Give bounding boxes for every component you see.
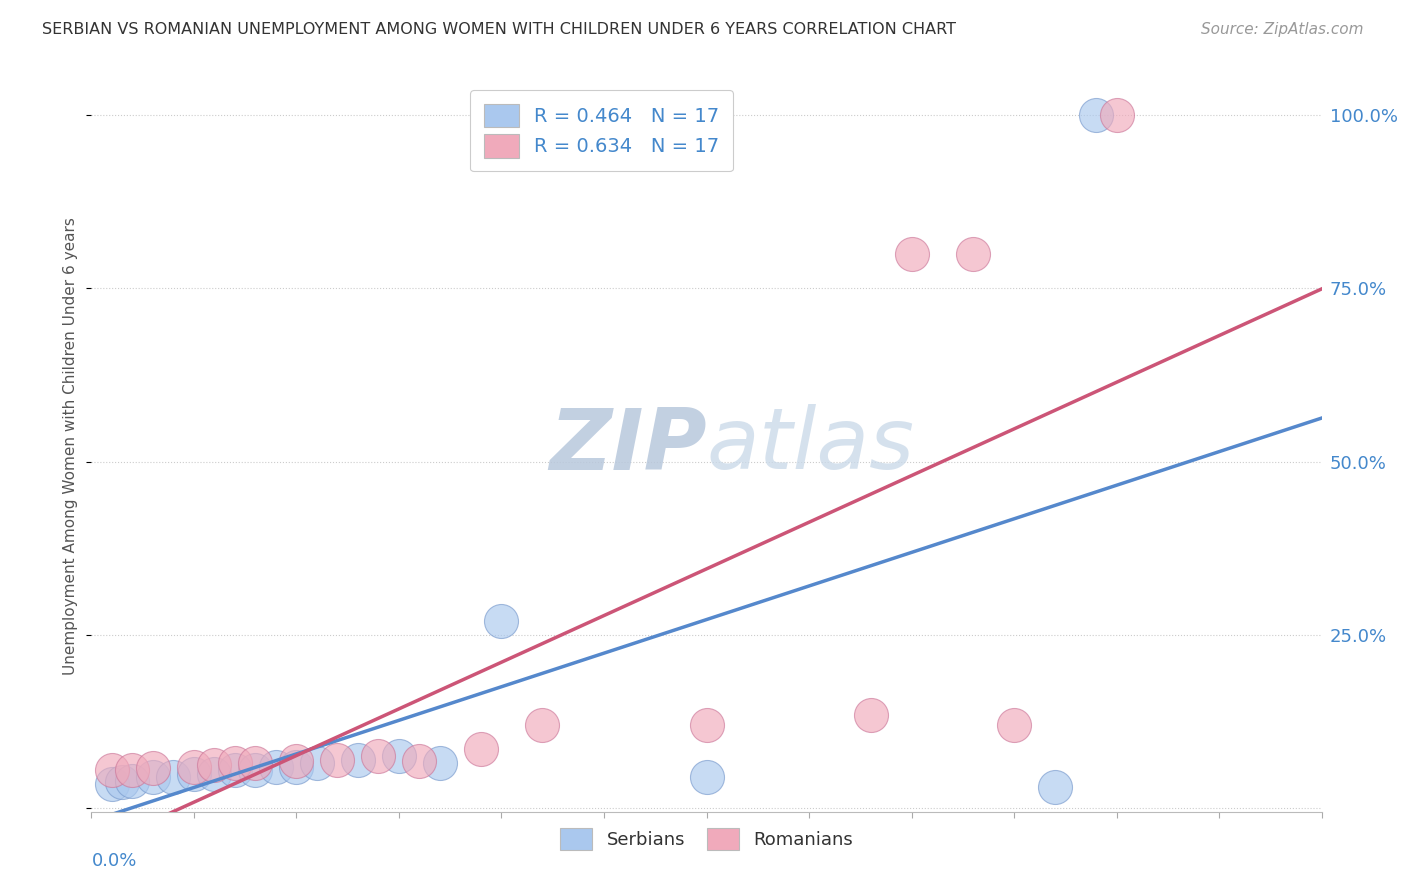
Point [101, 763, 124, 777]
Point [1043, 780, 1066, 795]
Point [142, 770, 165, 784]
Point [121, 763, 143, 777]
Point [347, 753, 370, 767]
Point [408, 754, 430, 768]
Point [695, 770, 717, 784]
Point [264, 759, 287, 773]
Point [285, 759, 308, 773]
Point [202, 766, 225, 780]
Point [429, 756, 451, 771]
Point [1105, 108, 1128, 122]
Point [101, 777, 124, 791]
Text: ZIP: ZIP [548, 404, 706, 488]
Point [367, 749, 389, 764]
Point [245, 756, 267, 771]
Point [900, 246, 922, 260]
Text: atlas: atlas [706, 404, 914, 488]
Point [245, 763, 267, 777]
Point [326, 753, 349, 767]
Point [1002, 718, 1025, 732]
Point [531, 718, 554, 732]
Point [388, 749, 411, 764]
Y-axis label: Unemployment Among Women with Children Under 6 years: Unemployment Among Women with Children U… [63, 217, 79, 675]
Point [224, 763, 246, 777]
Point [224, 756, 246, 771]
Point [142, 761, 165, 775]
Point [183, 766, 205, 780]
Point [305, 756, 328, 771]
Point [285, 754, 308, 768]
Point [183, 759, 205, 773]
Point [202, 758, 225, 772]
Point [1085, 108, 1108, 122]
Text: Source: ZipAtlas.com: Source: ZipAtlas.com [1201, 22, 1364, 37]
Point [859, 707, 882, 722]
Legend: Serbians, Romanians: Serbians, Romanians [553, 821, 860, 857]
Point [962, 246, 984, 260]
Point [695, 718, 717, 732]
Point [470, 742, 492, 756]
Text: SERBIAN VS ROMANIAN UNEMPLOYMENT AMONG WOMEN WITH CHILDREN UNDER 6 YEARS CORRELA: SERBIAN VS ROMANIAN UNEMPLOYMENT AMONG W… [42, 22, 956, 37]
Text: 0.0%: 0.0% [91, 852, 136, 870]
Point [121, 773, 143, 788]
Point [491, 614, 513, 628]
Point [162, 770, 184, 784]
Point [111, 775, 134, 789]
